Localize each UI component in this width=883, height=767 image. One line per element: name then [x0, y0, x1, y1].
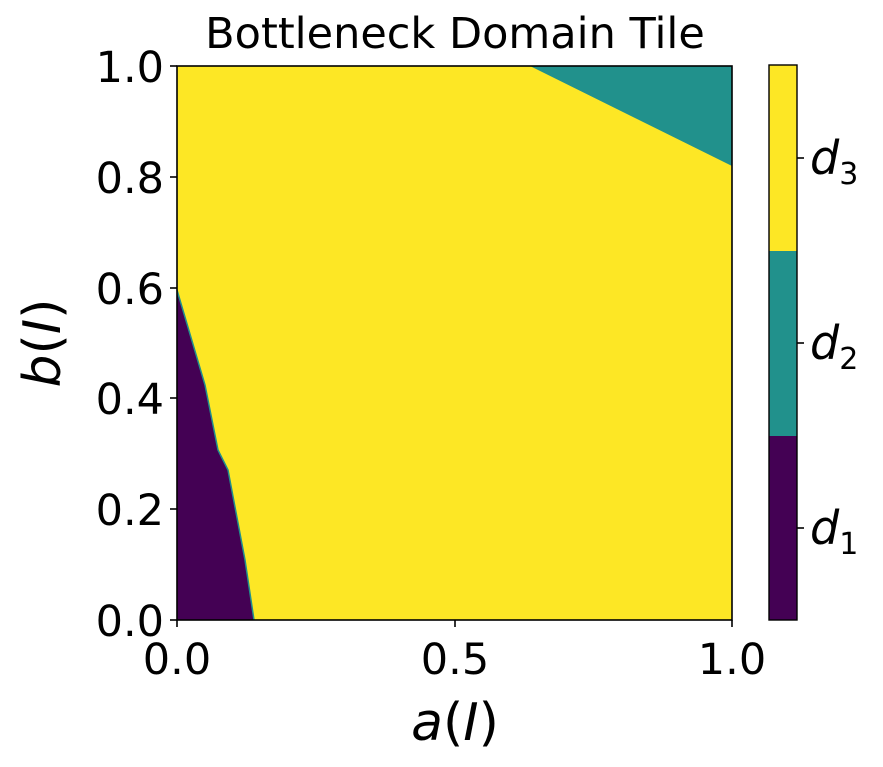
colorbar: d3 d2 d1: [768, 64, 858, 621]
y-tick-label: 0.4: [96, 375, 164, 425]
chart-title: Bottleneck Domain Tile: [205, 9, 705, 59]
region-d2: [530, 66, 732, 166]
y-tick-label: 0.2: [96, 486, 164, 536]
colorbar-segment-d2: [769, 251, 797, 436]
y-axis: [170, 65, 177, 621]
x-tick-label: 1.0: [698, 635, 766, 685]
colorbar-segment-d1: [769, 436, 797, 620]
region-d1-edge: [176, 289, 255, 621]
x-axis: [176, 620, 733, 627]
region-d3: [177, 66, 732, 620]
colorbar-segment-d3: [769, 65, 797, 251]
colorbar-label-d3: d3: [810, 131, 858, 192]
x-tick-label: 0.0: [143, 635, 211, 685]
y-tick-label: 0.6: [96, 265, 164, 315]
plot-area: [176, 65, 733, 621]
y-axis-label: b(I): [13, 299, 73, 388]
x-tick-label: 0.5: [421, 635, 489, 685]
region-d1: [177, 290, 254, 620]
y-tick-label: 0.0: [96, 597, 164, 647]
colorbar-label-d2: d2: [810, 316, 858, 377]
x-axis-label: a(I): [411, 693, 499, 753]
colorbar-label-d1: d1: [810, 501, 858, 562]
y-tick-label: 0.8: [96, 154, 164, 204]
y-tick-label: 1.0: [96, 43, 164, 93]
